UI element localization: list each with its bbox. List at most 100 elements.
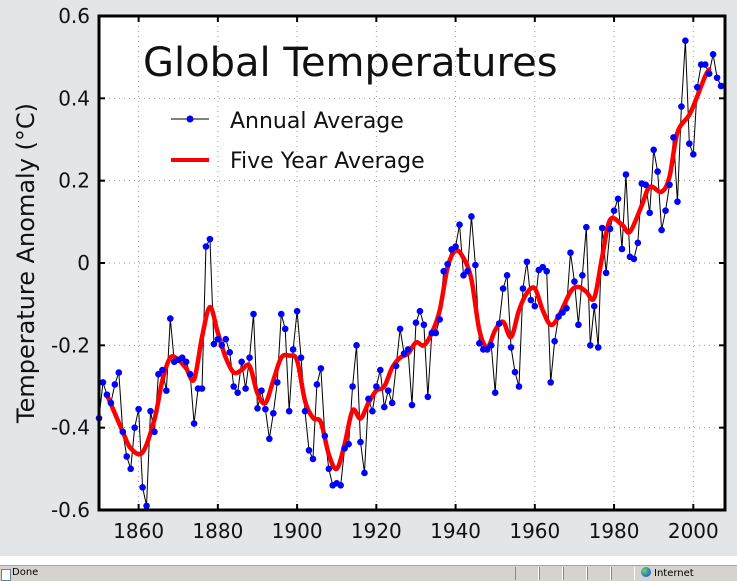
y-axis-label: Temperature Anomaly (°C): [12, 103, 40, 424]
annual-data-point: [642, 181, 650, 189]
annual-data-point: [214, 335, 222, 343]
annual-data-point: [388, 399, 396, 407]
annual-data-point: [690, 151, 697, 158]
x-tick-label: 1980: [589, 519, 640, 543]
status-panel: [611, 567, 635, 580]
annual-data-point: [630, 255, 638, 263]
annual-data-point: [127, 465, 134, 473]
annual-data-point: [258, 387, 265, 394]
x-tick-label: 1880: [192, 519, 243, 543]
annual-data-point: [424, 393, 432, 401]
annual-data-point: [674, 198, 681, 205]
annual-data-point: [297, 354, 305, 361]
annual-data-point: [432, 329, 440, 337]
status-panel: [515, 567, 539, 580]
annual-data-point: [614, 195, 622, 203]
annual-data-point: [547, 379, 554, 386]
annual-data-point: [289, 346, 297, 353]
annual-data-point: [472, 261, 479, 269]
annual-data-point: [670, 134, 677, 141]
plot-background: [99, 16, 725, 510]
status-panel: [539, 567, 563, 580]
annual-data-point: [313, 381, 321, 388]
annual-data-point: [250, 310, 257, 318]
annual-data-point: [575, 321, 582, 329]
y-tick-label: -0.4: [51, 416, 90, 440]
page-icon: [1, 569, 11, 581]
annual-data-point: [507, 344, 515, 351]
annual-data-point: [634, 239, 642, 247]
annual-data-point: [717, 82, 725, 90]
annual-data-point: [238, 358, 245, 366]
security-zone[interactable]: Internet: [641, 567, 694, 579]
grid: [99, 15, 725, 511]
annual-data-point: [602, 269, 610, 277]
x-tick-label: 1860: [113, 519, 164, 543]
annual-data-point: [341, 444, 348, 452]
annual-data-point: [365, 395, 372, 403]
annual-data-point: [190, 420, 198, 427]
annual-data-point: [468, 213, 475, 220]
annual-data-point: [182, 358, 190, 366]
annual-data-point: [301, 407, 309, 415]
globe-icon: [641, 567, 651, 577]
annual-data-point: [202, 243, 210, 250]
chart-figure: 1860 1880 1900 1920 1940 1960 1980 2000 0.6 0.4 0.…: [0, 0, 737, 556]
x-tick-label: 1940: [430, 519, 481, 543]
annual-data-point: [598, 224, 606, 232]
annual-data-point: [452, 243, 459, 250]
annual-data-point: [392, 362, 400, 370]
annual-data-point: [384, 387, 392, 394]
annual-data-point: [551, 337, 558, 345]
annual-data-point: [539, 263, 547, 271]
annual-data-point: [159, 366, 166, 374]
annual-data-point: [210, 340, 218, 348]
annual-data-point: [396, 325, 404, 333]
annual-data-point: [709, 50, 717, 58]
annual-data-point: [230, 383, 238, 390]
chart-title: Global Temperatures: [143, 40, 558, 86]
annual-data-point: [543, 267, 551, 275]
annual-data-point: [487, 342, 495, 349]
annual-data-point: [464, 267, 471, 275]
annual-data-point: [412, 319, 420, 326]
annual-data-point: [361, 469, 368, 477]
annual-data-point: [686, 140, 693, 147]
annual-data-point: [143, 502, 150, 510]
annual-data-point: [511, 368, 519, 376]
annual-data-point: [99, 379, 107, 386]
annual-data-point: [420, 321, 428, 329]
annual-data-point: [563, 304, 570, 312]
annual-data-point: [523, 258, 531, 266]
annual-data-point: [178, 354, 186, 361]
status-bar: Done Internet: [0, 565, 737, 581]
annual-data-point: [254, 405, 261, 412]
annual-data-point: [515, 383, 523, 390]
annual-data-point: [266, 435, 273, 443]
annual-data-point: [131, 424, 138, 431]
annual-data-point: [658, 226, 665, 234]
status-text: Done: [12, 567, 39, 578]
y-tick-label: -0.2: [51, 333, 90, 357]
annual-data-point: [293, 307, 301, 315]
annual-data-point: [246, 354, 253, 361]
annual-data-point: [559, 309, 566, 316]
annual-data-point: [408, 401, 416, 409]
annual-data-point: [503, 272, 511, 279]
annual-data-point: [151, 428, 158, 436]
annual-data-point: [123, 453, 131, 460]
annual-data-point: [590, 302, 598, 310]
annual-data-point: [345, 440, 352, 448]
x-tick-label: 1920: [351, 519, 402, 543]
annual-data-point: [218, 342, 226, 349]
y-tick-label: 0.4: [58, 86, 90, 110]
temperature-chart: 1860 1880 1900 1920 1940 1960 1980 2000 0.6 0.4 0.…: [12, 4, 727, 543]
annual-data-point: [476, 339, 483, 347]
annual-data-point: [226, 349, 234, 356]
annual-data-point: [139, 484, 146, 491]
annual-data-point: [436, 316, 444, 323]
x-tick-label: 1960: [509, 519, 560, 543]
y-tick-label: 0.6: [58, 4, 90, 28]
annual-data-point: [317, 365, 325, 372]
annual-data-point: [646, 209, 654, 217]
